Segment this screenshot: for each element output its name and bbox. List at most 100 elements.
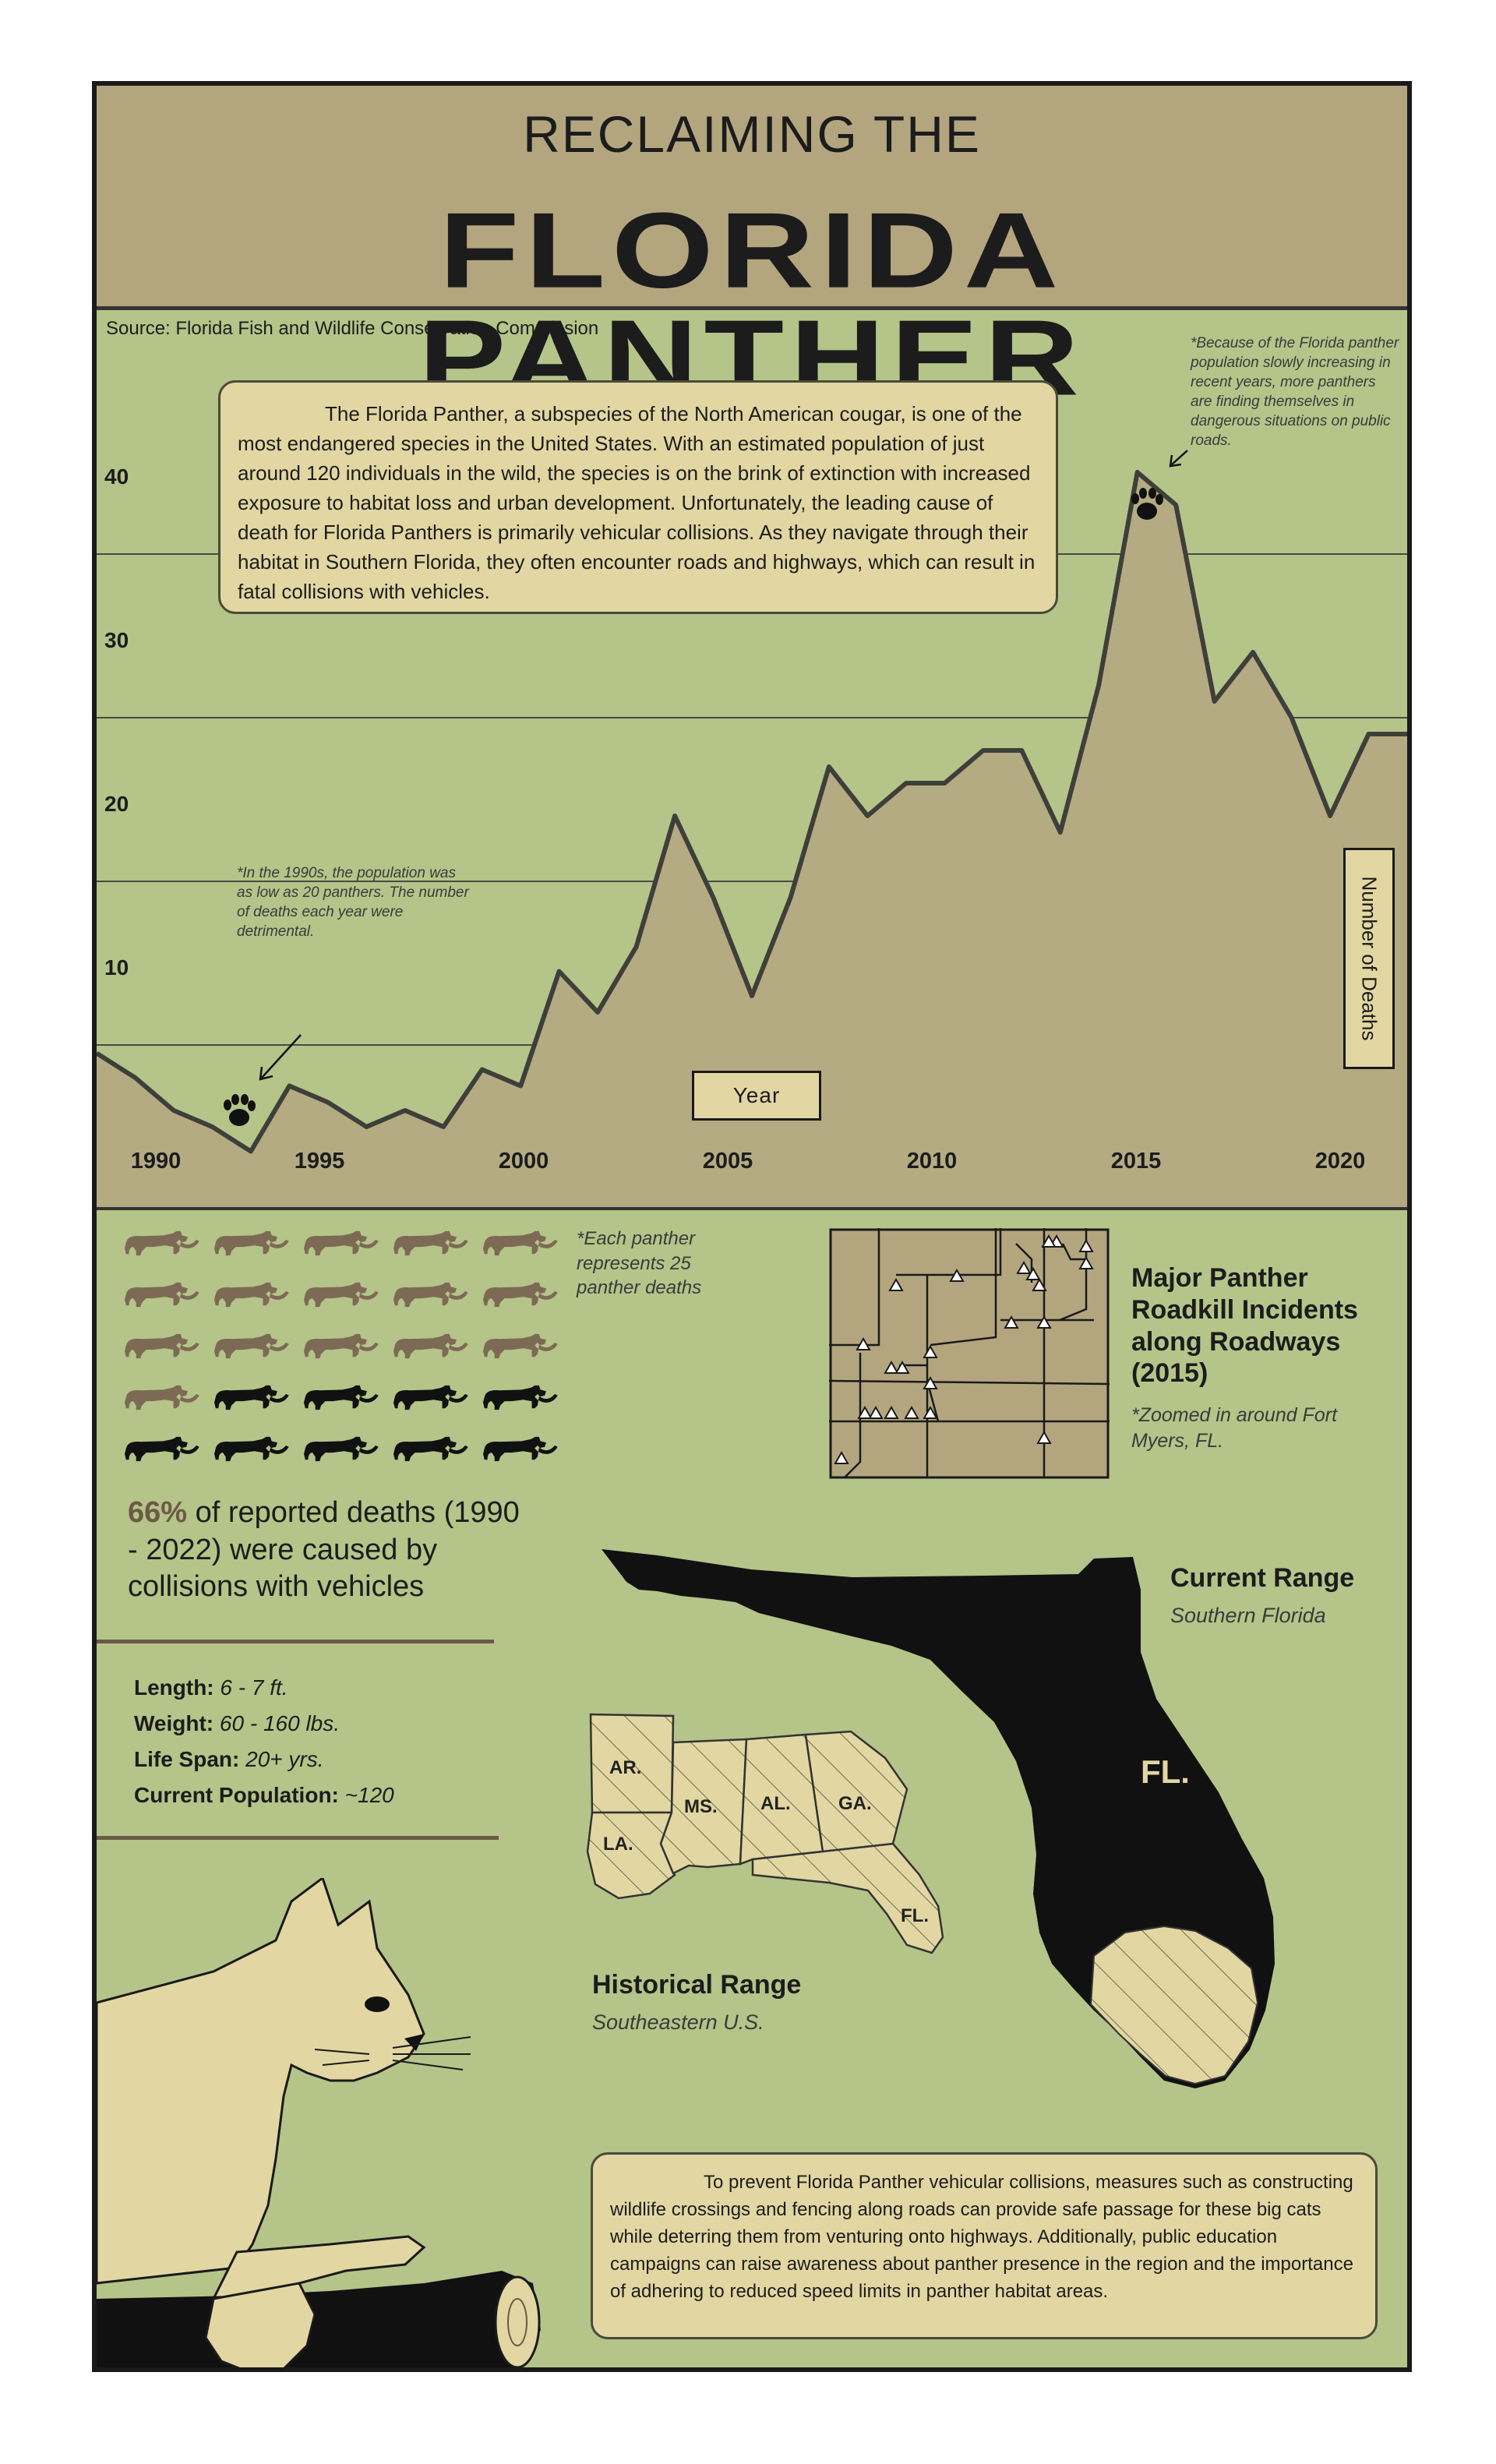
panther-icon-other (125, 1436, 199, 1462)
panther-icon-other (214, 1385, 289, 1410)
data-point (1214, 701, 1216, 702)
divider (97, 1640, 494, 1643)
y-axis-label: Number of Deaths (1357, 876, 1381, 1041)
spec-lifespan-label: Life Span: (134, 1747, 240, 1771)
panther-icon-vehicle (214, 1230, 289, 1256)
outro-text-box: To prevent Florida Panther vehicular col… (591, 2152, 1378, 2339)
data-point (1406, 733, 1407, 735)
spec-length-label: Length: (134, 1675, 214, 1700)
data-point (751, 995, 753, 997)
data-point (443, 1126, 444, 1128)
collision-stat-percent: 66% (128, 1496, 188, 1529)
state-label-ar: AR. (609, 1757, 641, 1778)
spec-population-value: ~120 (344, 1783, 394, 1807)
panther-icon-other (393, 1385, 468, 1410)
spec-population-label: Current Population: (134, 1783, 339, 1807)
panther-icon-other (393, 1436, 468, 1462)
spec-length: Length: 6 - 7 ft. (134, 1675, 288, 1700)
data-point (944, 782, 945, 784)
x-tick-label: 2010 (906, 1149, 958, 1174)
current-range-title: Current Range (1170, 1563, 1355, 1593)
x-tick-label: 2020 (1314, 1149, 1366, 1174)
roadkill-title: Major Panther Roadkill Incidents along R… (1131, 1263, 1358, 1389)
icon-legend-note: *Each panther represents 25 panther deat… (577, 1228, 702, 1299)
current-range-state-label: FL. (1141, 1753, 1190, 1790)
panther-icon-grid (125, 1230, 558, 1462)
data-point (1175, 504, 1177, 506)
source-credit: Source: Florida Fish and Wildlife Conser… (106, 318, 599, 339)
data-point (905, 782, 907, 784)
x-tick-label: 2000 (498, 1149, 549, 1174)
header-subtitle: RECLAIMING THE (523, 105, 981, 163)
state-label-ms: MS. (684, 1796, 718, 1817)
data-point (866, 815, 868, 817)
x-tick-label: 2015 (1110, 1149, 1162, 1174)
spec-lifespan: Life Span: 20+ yrs. (134, 1747, 324, 1772)
state-label-fl: FL. (901, 1905, 929, 1926)
data-point (1368, 733, 1370, 735)
y-tick-label: 20 (104, 792, 129, 816)
data-point (636, 946, 637, 948)
paw-print-icon (1131, 488, 1163, 520)
panther-icon-vehicle (393, 1333, 468, 1359)
collision-stat: 66% of reported deaths (1990 - 2022) wer… (128, 1495, 533, 1606)
panther-icon-vehicle (393, 1282, 468, 1308)
panther-icon-other (214, 1436, 289, 1462)
data-point (1021, 750, 1022, 751)
x-tick-label: 2005 (702, 1149, 753, 1174)
paw-print-icon (224, 1094, 256, 1126)
data-point (327, 1102, 329, 1103)
panther-icon-other (304, 1436, 379, 1462)
panther-icon-vehicle (304, 1282, 379, 1308)
panther-icon-other (304, 1385, 379, 1410)
y-tick-label: 30 (104, 628, 129, 652)
note-2015: *Because of the Florida panther populati… (1191, 335, 1399, 450)
data-point (828, 766, 830, 768)
collision-stat-text: of reported deaths (1990 - 2022) were ca… (128, 1496, 520, 1603)
panther-icon-vehicle (214, 1282, 289, 1308)
header-title: FLORIDA PANTHER (418, 190, 1085, 418)
data-point (1329, 815, 1331, 817)
florida-current-range-map: FL. (602, 1549, 1275, 2088)
roadkill-note: *Zoomed in around Fort Myers, FL. (1131, 1404, 1338, 1452)
panther-icon-vehicle (125, 1230, 199, 1256)
panther-icon-vehicle (483, 1282, 558, 1308)
roadkill-map (829, 1228, 1110, 1479)
panther-icon-vehicle (304, 1333, 379, 1359)
spec-weight-value: 60 - 160 lbs. (219, 1711, 340, 1735)
panther-illustration (97, 1878, 541, 2367)
state-label-la: LA. (603, 1834, 633, 1855)
state-label-ga: GA. (838, 1793, 872, 1814)
panther-icon-other (483, 1436, 558, 1462)
historical-range-subtitle: Southeastern U.S. (592, 2010, 764, 2034)
panther-icon-vehicle (483, 1333, 558, 1359)
panther-icon-vehicle (483, 1230, 558, 1256)
y-tick-label: 40 (104, 464, 129, 489)
historical-range-title: Historical Range (592, 1970, 802, 2000)
arrow-icon (259, 1034, 302, 1081)
current-range-subtitle: Southern Florida (1170, 1604, 1326, 1627)
spec-length-value: 6 - 7 ft. (220, 1675, 288, 1700)
infographic-poster: RECLAIMING THE FLORIDA PANTHER Source: F… (92, 81, 1412, 2372)
panther-icon-vehicle (214, 1333, 289, 1359)
deaths-area (97, 472, 1407, 1209)
arrow-icon (1169, 450, 1188, 468)
spec-lifespan-value: 20+ yrs. (245, 1747, 324, 1771)
panther-icon-vehicle (125, 1385, 199, 1410)
header-banner: RECLAIMING THE FLORIDA PANTHER (97, 86, 1407, 411)
data-point (250, 1151, 252, 1152)
chart-points (97, 471, 1407, 1152)
y-axis-label-box: Number of Deaths (1343, 848, 1395, 1069)
y-tick-label: 10 (104, 955, 129, 980)
spec-population: Current Population: ~120 (134, 1783, 394, 1808)
data-point (173, 1110, 175, 1111)
spec-weight-label: Weight: (134, 1711, 214, 1735)
state-label-al: AL. (760, 1793, 791, 1814)
divider (97, 1836, 499, 1840)
data-point (404, 1110, 406, 1111)
data-point (211, 1126, 213, 1128)
panther-icon-vehicle (125, 1282, 199, 1308)
panther-icon-vehicle (304, 1230, 379, 1256)
spec-weight: Weight: 60 - 160 lbs. (134, 1711, 340, 1736)
data-point (674, 815, 676, 817)
